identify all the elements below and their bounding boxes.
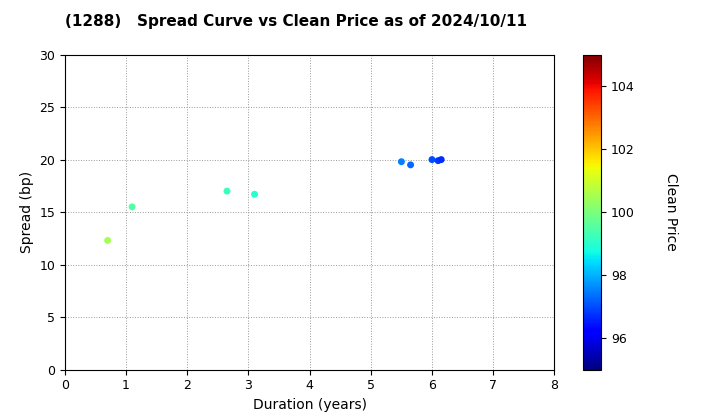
- Point: [405, 161, 416, 168]
- Point: [221, 188, 233, 194]
- Text: (1288)   Spread Curve vs Clean Price as of 2024/10/11: (1288) Spread Curve vs Clean Price as of…: [65, 14, 527, 29]
- Point: [396, 158, 408, 165]
- Point: [436, 156, 447, 163]
- Y-axis label: Spread (bp): Spread (bp): [19, 171, 34, 253]
- Point: [249, 191, 261, 197]
- Point: [102, 237, 114, 244]
- X-axis label: Duration (years): Duration (years): [253, 398, 366, 412]
- Point: [432, 158, 444, 164]
- Point: [127, 203, 138, 210]
- Text: Clean Price: Clean Price: [665, 173, 678, 251]
- Point: [426, 156, 438, 163]
